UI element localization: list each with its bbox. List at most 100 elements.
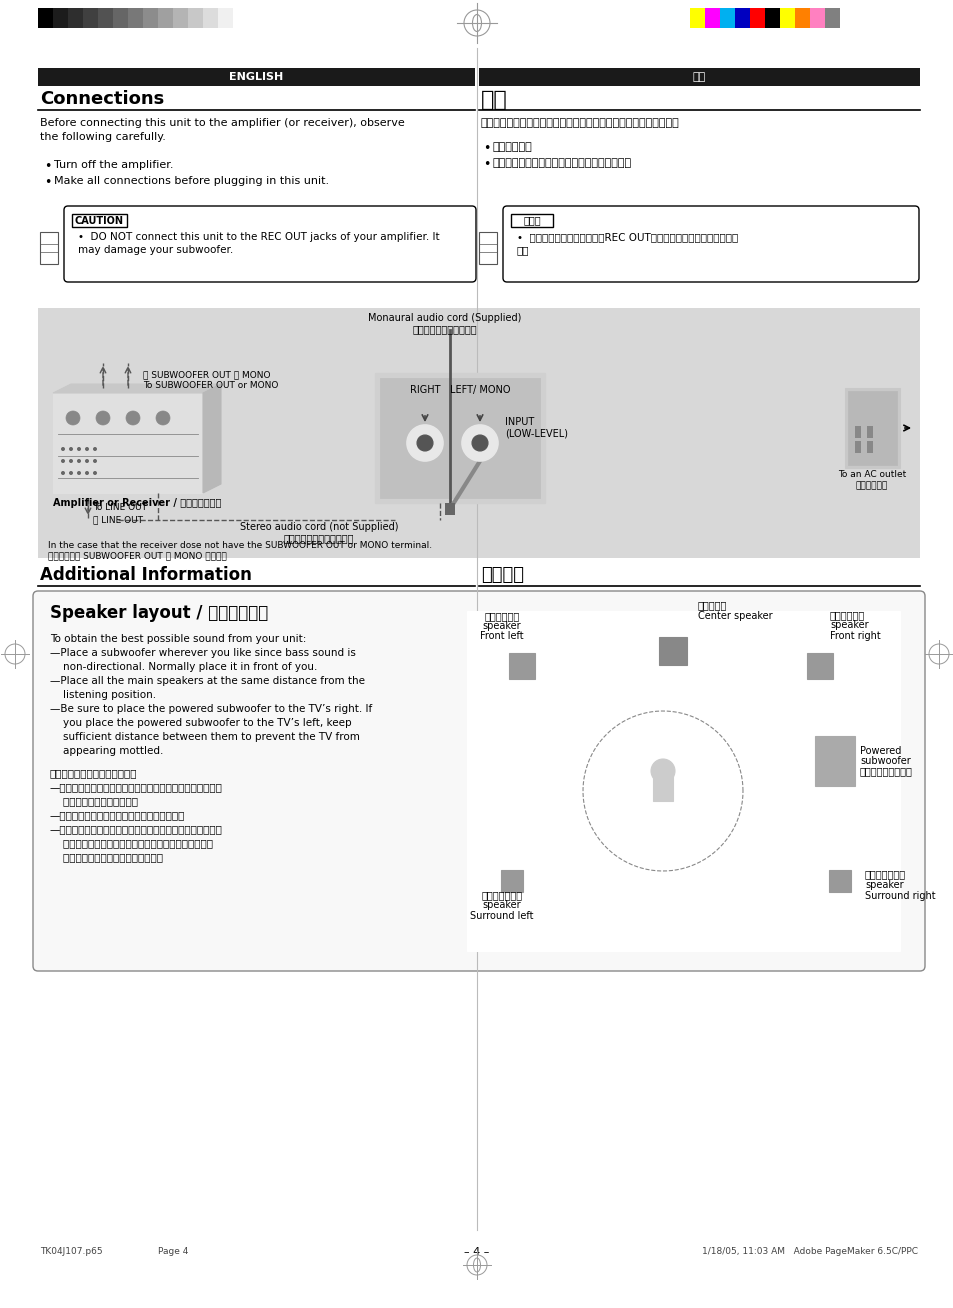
Bar (172, 8, 188, 27)
Text: Additional Information: Additional Information (40, 566, 252, 583)
Bar (764, 8, 780, 27)
Bar (847, 391, 896, 466)
Text: •: • (482, 158, 490, 171)
Bar (854, 441, 861, 453)
Text: Page 4: Page 4 (158, 1248, 188, 1257)
Circle shape (69, 447, 73, 451)
Text: speaker: speaker (482, 900, 520, 910)
Text: 常将它放置在您的正前面。: 常将它放置在您的正前面。 (50, 797, 138, 806)
Text: subwoofer: subwoofer (859, 756, 910, 766)
Text: To obtain the best possible sound from your unit:: To obtain the best possible sound from y… (50, 634, 306, 644)
Bar (794, 8, 809, 27)
Bar (720, 8, 734, 27)
Text: Before connecting this unit to the amplifier (or receiver), observe
the followin: Before connecting this unit to the ampli… (40, 118, 404, 143)
Circle shape (61, 447, 65, 451)
Bar (71, 215, 127, 228)
Bar (854, 426, 861, 438)
Text: Monaural audio cord (Supplied): Monaural audio cord (Supplied) (368, 313, 521, 323)
Text: Stereo audio cord (not Supplied): Stereo audio cord (not Supplied) (239, 522, 397, 532)
Text: Surround right: Surround right (864, 891, 935, 901)
Text: 中文: 中文 (692, 72, 705, 82)
Bar (38, 8, 53, 27)
Circle shape (650, 759, 675, 783)
Text: Center speaker: Center speaker (698, 611, 772, 621)
Text: sufficient distance between them to prevent the TV from: sufficient distance between them to prev… (50, 732, 359, 742)
Text: 大功率副低音扬声器: 大功率副低音扬声器 (859, 766, 912, 776)
Circle shape (96, 411, 110, 425)
Text: To an AC outlet: To an AC outlet (837, 470, 905, 479)
Circle shape (92, 447, 97, 451)
Text: 至 SUBWOOFER OUT 或 MONO: 至 SUBWOOFER OUT 或 MONO (143, 370, 271, 379)
Bar (866, 441, 872, 453)
Text: LEFT/ MONO: LEFT/ MONO (449, 385, 510, 395)
Text: 率低音扬声器放在电视机的左侧，为防止电视机画面出: 率低音扬声器放在电视机的左侧，为防止电视机画面出 (50, 838, 213, 848)
Circle shape (92, 459, 97, 463)
Bar (53, 8, 68, 27)
Text: 将本机连接至扩音器（或接收器）之前，请务必仔细遵守如下操作。: 将本机连接至扩音器（或接收器）之前，请务必仔细遵守如下操作。 (480, 118, 679, 128)
Bar (112, 8, 128, 27)
Text: appearing mottled.: appearing mottled. (50, 746, 163, 756)
Text: speaker: speaker (482, 621, 520, 630)
Text: —Place a subwoofer wherever you like since bass sound is: —Place a subwoofer wherever you like sin… (50, 647, 355, 658)
Text: To SUBWOOFER OUT or MONO: To SUBWOOFER OUT or MONO (143, 381, 278, 390)
Bar (866, 426, 872, 438)
Text: Front right: Front right (829, 630, 880, 641)
Bar (734, 8, 749, 27)
Bar (511, 215, 553, 228)
Circle shape (85, 447, 89, 451)
Text: 至交流电源座: 至交流电源座 (855, 481, 887, 490)
Bar (478, 232, 497, 264)
Text: CAUTION: CAUTION (74, 216, 123, 225)
Text: Speaker layout / 扬声器位置图: Speaker layout / 扬声器位置图 (50, 604, 268, 623)
Text: Connections: Connections (40, 90, 164, 109)
Text: •  请勿将本机连接到扩音机的REC OUT插孔。否则可能会损坏低音扬声
器。: • 请勿将本机连接到扩音机的REC OUT插孔。否则可能会损坏低音扬声 器。 (517, 232, 738, 255)
Text: RIGHT: RIGHT (410, 385, 439, 395)
Text: 插入本机电源插头之前，请完成所有连接工作。: 插入本机电源插头之前，请完成所有连接工作。 (493, 158, 632, 167)
Bar (375, 373, 544, 504)
Text: 立体音音频电线（不随配）: 立体音音频电线（不随配） (283, 532, 354, 543)
Bar (143, 8, 158, 27)
Text: —将所有主扬声器放在离聆听位置相同的距离。: —将所有主扬声器放在离聆听位置相同的距离。 (50, 810, 185, 820)
Bar (704, 8, 720, 27)
Bar (814, 736, 854, 786)
Text: Make all connections before plugging in this unit.: Make all connections before plugging in … (54, 177, 329, 186)
Text: 前置左扬声器: 前置左扬声器 (484, 611, 519, 621)
Circle shape (156, 411, 170, 425)
Bar (689, 8, 704, 27)
Circle shape (85, 459, 89, 463)
Bar (844, 388, 899, 468)
Bar (158, 8, 172, 27)
Bar (98, 8, 112, 27)
Bar (809, 8, 824, 27)
Bar (780, 8, 794, 27)
Circle shape (92, 471, 97, 475)
Text: Front left: Front left (479, 630, 523, 641)
Text: Amplifier or Receiver / 扩音器或接收器: Amplifier or Receiver / 扩音器或接收器 (52, 498, 221, 508)
Text: 至 LINE OUT: 至 LINE OUT (92, 515, 143, 525)
Circle shape (69, 471, 73, 475)
Text: Surround left: Surround left (470, 910, 533, 921)
Text: 连接: 连接 (480, 90, 507, 110)
Text: TK04J107.p65: TK04J107.p65 (40, 1248, 103, 1257)
Bar (38, 68, 475, 86)
Text: Powered: Powered (859, 746, 901, 756)
Circle shape (85, 471, 89, 475)
Polygon shape (203, 385, 221, 493)
Text: 环绕声左扬声器: 环绕声左扬声器 (481, 889, 522, 900)
Text: 注　意: 注 意 (522, 216, 540, 225)
Text: 现萱点，请认二者保持足够的距离。: 现萱点，请认二者保持足够的距离。 (50, 852, 163, 862)
Text: 中央扬声器: 中央扬声器 (698, 600, 726, 610)
Polygon shape (53, 385, 221, 392)
Bar (68, 8, 83, 27)
Bar (203, 8, 218, 27)
Text: •  DO NOT connect this unit to the REC OUT jacks of your amplifier. It
may damag: • DO NOT connect this unit to the REC OU… (78, 232, 439, 255)
Circle shape (126, 411, 140, 425)
Bar (749, 8, 764, 27)
Bar (444, 504, 455, 515)
Text: Turn off the amplifier.: Turn off the amplifier. (54, 160, 173, 170)
Text: 单声道音频电线（随配）: 单声道音频电线（随配） (413, 324, 476, 334)
Bar (188, 8, 203, 27)
Circle shape (77, 459, 81, 463)
Bar (128, 8, 143, 27)
Text: 当接收器没有 SUBWOOFER OUT 或 MONO 端子时。: 当接收器没有 SUBWOOFER OUT 或 MONO 端子时。 (48, 551, 227, 560)
